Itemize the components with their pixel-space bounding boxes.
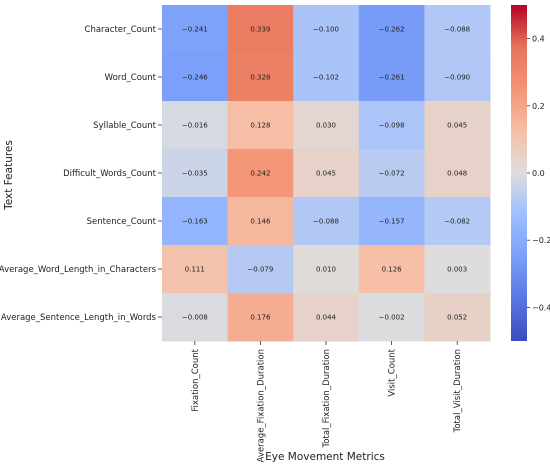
row-tick-label: Average_Word_Length_in_Characters: [0, 265, 157, 275]
heatmap-cell: [358, 197, 425, 246]
cell-value-label: −0.088: [444, 26, 470, 34]
heatmap-cell: [293, 245, 360, 294]
heatmap-cell: [293, 101, 360, 150]
heatmap-cell: [162, 245, 229, 294]
colorbar-tick-label: 0.2: [532, 102, 545, 111]
cell-value-label: −0.163: [182, 218, 208, 226]
heatmap-cell: [162, 293, 229, 342]
cell-value-label: −0.072: [379, 170, 405, 178]
cell-value-label: −0.035: [182, 170, 208, 178]
colorbar: 0.4 0.2 0.0 −0.2 −0.4: [511, 5, 550, 341]
row-tick-label: Word_Count: [105, 73, 157, 83]
heatmap-cell: [162, 53, 229, 102]
heatmap-cell: [227, 101, 294, 150]
column-tick-labels: Fixation_Count Average_Fixation_Duration T…: [191, 341, 463, 462]
heatmap-cell: [424, 293, 491, 342]
heatmap-cell: [162, 101, 229, 150]
heatmap-cell: [358, 5, 425, 54]
colorbar-gradient: [511, 5, 527, 341]
heatmap-cell: [358, 149, 425, 198]
heatmap-cell: [424, 53, 491, 102]
heatmap-cell: [424, 245, 491, 294]
heatmap-cell: [293, 197, 360, 246]
cell-value-label: −0.246: [182, 74, 208, 82]
row-tick-label: Character_Count: [85, 25, 157, 35]
heatmap-cell: [358, 53, 425, 102]
cell-value-label: −0.079: [247, 266, 273, 274]
cell-value-label: 0.052: [447, 314, 467, 322]
cell-value-label: 0.010: [316, 266, 336, 274]
cell-value-label: 0.045: [316, 170, 336, 178]
cell-value-label: 0.126: [382, 266, 403, 274]
cell-value-label: −0.157: [379, 218, 405, 226]
column-tick-label: Total_Fixation_Duration: [322, 349, 332, 448]
heatmap-cell: [227, 293, 294, 342]
heatmap-cell: [162, 149, 229, 198]
heatmap-cell: [424, 197, 491, 246]
heatmap-cell: [227, 197, 294, 246]
column-tick-label: Total_Visit_Duration: [453, 349, 463, 433]
heatmap-cell: [424, 5, 491, 54]
cell-value-label: −0.088: [313, 218, 339, 226]
column-tick-label: Fixation_Count: [191, 348, 201, 411]
cell-value-label: −0.002: [379, 314, 405, 322]
heatmap-cell: [293, 293, 360, 342]
cell-value-label: 0.242: [250, 170, 270, 178]
cell-value-label: −0.098: [379, 122, 405, 130]
heatmap-cell: [162, 197, 229, 246]
cell-value-label: −0.016: [182, 122, 208, 130]
colorbar-tick-label: −0.4: [532, 303, 550, 312]
row-tick-label: Difficult_Words_Count: [63, 169, 157, 179]
row-tick-labels: Character_Count Word_Count Syllable_Count D…: [0, 25, 162, 323]
colorbar-ticks: 0.4 0.2 0.0 −0.2 −0.4: [527, 35, 550, 312]
heatmap-cell: [162, 5, 229, 54]
heatmap-cell: [227, 149, 294, 198]
colorbar-tick-label: −0.2: [532, 236, 550, 245]
heatmap-cell: [358, 245, 425, 294]
cell-value-label: −0.102: [313, 74, 339, 82]
cell-value-label: 0.030: [316, 122, 336, 130]
heatmap-cell: [358, 293, 425, 342]
cell-value-label: −0.241: [182, 26, 208, 34]
heatmap-cell: [227, 245, 294, 294]
heatmap-cell: [293, 53, 360, 102]
cell-value-label: 0.048: [447, 170, 467, 178]
heatmap-cell: [293, 149, 360, 198]
column-tick-label: Visit_Count: [388, 348, 398, 396]
heatmap-cell: [293, 5, 360, 54]
cell-value-label: −0.082: [444, 218, 470, 226]
row-tick-label: Average_Sentence_Length_in_Words: [1, 313, 157, 323]
heatmap-cell: [358, 101, 425, 150]
cell-value-label: −0.090: [444, 74, 470, 82]
cell-value-label: 0.328: [250, 74, 270, 82]
cell-value-label: −0.261: [379, 74, 405, 82]
y-axis-title: Text Features: [3, 140, 15, 211]
row-tick-label: Syllable_Count: [93, 121, 157, 131]
cell-value-label: −0.008: [182, 314, 208, 322]
heatmap-cells: −0.241 0.339 −0.100 −0.262 −0.088 −0.246 0.328…: [162, 5, 491, 342]
cell-value-label: 0.044: [316, 314, 337, 322]
colorbar-tick-label: 0.4: [532, 35, 545, 44]
cell-value-label: −0.262: [379, 26, 405, 34]
cell-value-label: 0.128: [250, 122, 270, 130]
heatmap-cell: [227, 5, 294, 54]
x-axis-title: Eye Movement Metrics: [265, 451, 385, 463]
cell-value-label: −0.100: [313, 26, 339, 34]
cell-value-label: 0.045: [447, 122, 467, 130]
cell-value-label: 0.339: [250, 26, 270, 34]
row-tick-label: Sentence_Count: [87, 217, 157, 227]
cell-value-label: 0.146: [250, 218, 271, 226]
column-tick-label: Average_Fixation_Duration: [256, 349, 266, 462]
cell-value-label: 0.003: [447, 266, 467, 274]
heatmap-cell: [424, 101, 491, 150]
cell-value-label: 0.111: [185, 266, 205, 274]
heatmap-cell: [227, 53, 294, 102]
heatmap-cell: [424, 149, 491, 198]
colorbar-tick-label: 0.0: [532, 169, 545, 178]
cell-value-label: 0.176: [250, 314, 271, 322]
